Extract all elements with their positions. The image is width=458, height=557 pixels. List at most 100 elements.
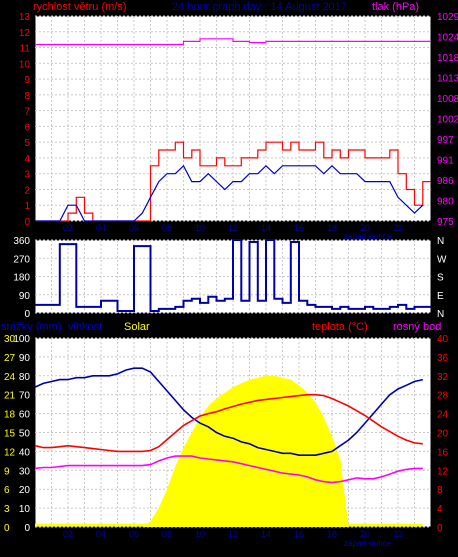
wind-pressure-series-line-1 (35, 164, 424, 222)
pressure-label: tlak (hPa) (372, 1, 419, 13)
direction-tick-label-360: 360 (13, 236, 30, 247)
humidity-label: vlhkost (68, 321, 102, 333)
x-tick-label-2-22: 22 (393, 529, 403, 539)
x-tick-label-2-04: 04 (96, 529, 106, 539)
x-tick-label-0-20: 20 (360, 223, 370, 233)
temperature-tick-label-24: 24 (437, 410, 449, 421)
humidity-temperature-series-line-3 (34, 455, 423, 484)
wind-tick-label-10: 10 (19, 59, 31, 70)
rain-tick-label-12: 12 (4, 447, 16, 458)
pressure-tick-label-1024: 1024 (437, 33, 458, 44)
temperature-tick-label-32: 32 (437, 372, 449, 383)
pressure-tick-label-980: 980 (437, 197, 454, 208)
temperature-label: teplota (°C) (312, 321, 368, 333)
wind-speed-label: rychlost větru (m/s) (33, 1, 127, 13)
humidity-tick-label-50: 50 (19, 429, 31, 440)
x-tick-label-0-22: 22 (393, 223, 403, 233)
humidity-tick-label-100: 100 (13, 334, 30, 345)
humidity-tick-label-60: 60 (19, 410, 31, 421)
rain-tick-label-0: 0 (4, 523, 10, 534)
wind-tick-label-7: 7 (24, 107, 30, 118)
rain-label: srážky (mm) (1, 321, 62, 333)
rain-tick-label-15: 15 (4, 429, 16, 440)
x-tick-label-0-18: 18 (327, 223, 337, 233)
direction-tick-label-0: 0 (24, 309, 30, 320)
wind-tick-label-1: 1 (24, 201, 30, 212)
temperature-tick-label-28: 28 (437, 391, 449, 402)
rain-tick-label-9: 9 (4, 466, 10, 477)
pressure-tick-label-1018: 1018 (437, 53, 458, 64)
humidity-tick-label-0: 0 (24, 523, 30, 534)
x-tick-label-2-02: 02 (63, 529, 73, 539)
sunset-label-bottom: západ slunce (344, 539, 392, 548)
compass-tick-label-1: W (437, 254, 447, 265)
humidity-tick-label-20: 20 (19, 485, 31, 496)
temperature-tick-label-40: 40 (437, 334, 449, 345)
x-tick-label-0-12: 12 (228, 223, 238, 233)
pressure-tick-label-1013: 1013 (437, 74, 458, 85)
x-tick-label-2-10: 10 (195, 529, 205, 539)
x-tick-label-2-08: 08 (162, 529, 172, 539)
wind-tick-label-0: 0 (24, 217, 30, 228)
direction-tick-label-180: 180 (13, 273, 30, 284)
panel-wind-pressure (34, 15, 432, 222)
temperature-tick-label-36: 36 (437, 353, 449, 364)
rain-tick-label-30: 30 (4, 334, 16, 345)
pressure-tick-label-1002: 1002 (437, 115, 458, 126)
humidity-tick-label-90: 90 (19, 353, 31, 364)
pressure-tick-label-991: 991 (437, 156, 454, 167)
compass-tick-label-2: S (437, 273, 444, 284)
rain-tick-label-21: 21 (4, 391, 16, 402)
solar-area (35, 375, 423, 527)
rain-tick-label-24: 24 (4, 372, 16, 383)
humidity-temperature-series-line-1 (34, 367, 423, 456)
direction-tick-label-270: 270 (13, 254, 30, 265)
x-tick-label-2-16: 16 (294, 529, 304, 539)
wind-tick-label-3: 3 (24, 170, 30, 181)
x-tick-label-0-04: 04 (96, 223, 106, 233)
wind-pressure-series-line-2 (35, 38, 431, 46)
humidity-tick-label-80: 80 (19, 372, 31, 383)
wind-tick-label-9: 9 (24, 75, 30, 86)
direction-tick-label-90: 90 (19, 291, 31, 302)
x-tick-label-0-14: 14 (261, 223, 271, 233)
x-tick-label-0-02: 02 (63, 223, 73, 233)
pressure-tick-label-986: 986 (437, 176, 454, 187)
rain-tick-label-6: 6 (4, 485, 10, 496)
wind-direction-series-line-0 (35, 239, 431, 312)
x-tick-label-0-16: 16 (294, 223, 304, 233)
humidity-tick-label-30: 30 (19, 466, 31, 477)
wind-tick-label-6: 6 (24, 122, 30, 133)
wind-tick-label-11: 11 (20, 44, 31, 55)
rain-tick-label-27: 27 (4, 353, 16, 364)
wind-tick-label-4: 4 (24, 154, 30, 165)
wind-tick-label-2: 2 (24, 185, 30, 196)
temperature-tick-label-20: 20 (437, 429, 449, 440)
humidity-tick-label-70: 70 (19, 391, 31, 402)
temperature-tick-label-16: 16 (437, 447, 449, 458)
humidity-tick-label-10: 10 (19, 504, 31, 515)
pressure-tick-label-1029: 1029 (437, 12, 458, 23)
pressure-tick-label-1008: 1008 (437, 94, 458, 105)
wind-tick-label-5: 5 (24, 138, 30, 149)
dewpoint-label: rosný bod (393, 321, 441, 333)
chart-title: 24 hour graph day : 14 August 2017 (172, 1, 347, 13)
humidity-temperature-series-line-2 (34, 393, 423, 453)
temperature-tick-label-0: 0 (437, 523, 443, 534)
compass-tick-label-0: N (437, 236, 444, 247)
sunset-label-top: západ slunce (344, 232, 392, 241)
rain-tick-label-3: 3 (4, 504, 10, 515)
rain-tick-label-18: 18 (4, 410, 16, 421)
solar-label: Solar (124, 321, 150, 333)
temperature-tick-label-4: 4 (437, 504, 443, 515)
x-tick-label-2-12: 12 (228, 529, 238, 539)
x-tick-label-2-20: 20 (360, 529, 370, 539)
x-tick-label-2-14: 14 (261, 529, 271, 539)
wind-tick-label-12: 12 (19, 28, 31, 39)
x-tick-label-0-08: 08 (162, 223, 172, 233)
temperature-tick-label-8: 8 (437, 485, 443, 496)
wind-tick-label-8: 8 (24, 91, 30, 102)
x-tick-label-2-18: 18 (327, 529, 337, 539)
